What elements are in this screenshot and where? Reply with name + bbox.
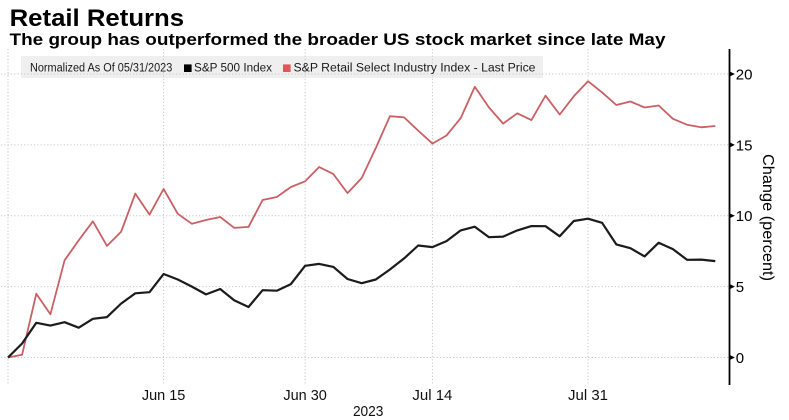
svg-text:Change (percent): Change (percent) — [759, 154, 776, 281]
svg-text:2023: 2023 — [353, 403, 384, 420]
svg-text:Jun 15: Jun 15 — [142, 387, 186, 404]
svg-text:Jul 31: Jul 31 — [568, 387, 608, 404]
svg-text:10: 10 — [736, 208, 753, 225]
svg-text:20: 20 — [736, 66, 753, 83]
svg-text:The group has outperformed the: The group has outperformed the broader U… — [10, 31, 667, 49]
svg-text:Jun 30: Jun 30 — [283, 387, 327, 404]
svg-text:S&P 500 Index: S&P 500 Index — [194, 63, 272, 75]
svg-text:S&P Retail Select Industry Ind: S&P Retail Select Industry Index - Last … — [294, 63, 536, 75]
svg-text:Jul 14: Jul 14 — [412, 387, 452, 404]
svg-text:15: 15 — [736, 137, 753, 154]
svg-text:5: 5 — [736, 279, 744, 296]
svg-text:Normalized As Of 05/31/2023: Normalized As Of 05/31/2023 — [30, 63, 172, 75]
svg-text:Retail Returns: Retail Returns — [10, 5, 185, 32]
svg-text:0: 0 — [736, 350, 744, 367]
